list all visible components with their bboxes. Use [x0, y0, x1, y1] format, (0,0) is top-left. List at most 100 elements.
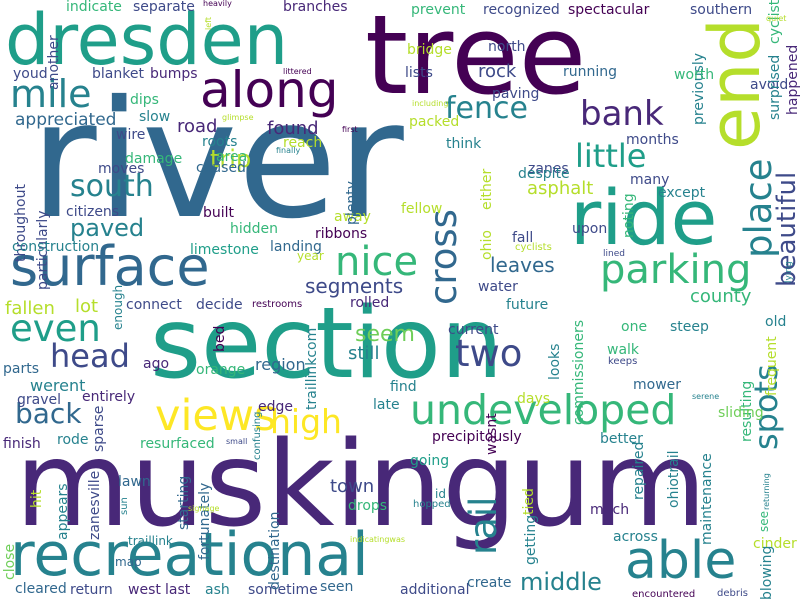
word: precipitously — [432, 429, 522, 445]
word: small — [226, 437, 248, 446]
word: hopped — [413, 499, 451, 510]
word: surface — [10, 235, 210, 298]
word: many — [630, 172, 670, 188]
word: little — [575, 137, 647, 175]
word: views — [155, 391, 277, 441]
word: map — [115, 555, 142, 569]
word: zanesville — [87, 470, 103, 540]
word: prevent — [411, 2, 466, 18]
word: destination — [267, 511, 283, 590]
word: old — [765, 314, 787, 330]
word: rode — [57, 432, 89, 448]
word: fellow — [401, 201, 443, 217]
word: limestone — [190, 242, 259, 258]
word: ago — [143, 356, 170, 372]
word: bumps — [150, 66, 198, 82]
word: either — [479, 168, 495, 210]
word: id — [435, 487, 446, 501]
word: cinder — [753, 536, 797, 552]
word: lawn — [118, 474, 151, 490]
word: lined — [603, 249, 625, 259]
word: lot — [75, 296, 99, 317]
word: think — [446, 136, 482, 152]
word: encountered — [632, 589, 696, 600]
word: tied — [521, 488, 537, 515]
word: drops — [348, 498, 388, 514]
word: youd — [13, 66, 48, 82]
word: cleared — [15, 581, 67, 597]
word: year — [297, 249, 324, 263]
word: back — [15, 397, 82, 430]
word: finish — [3, 436, 41, 452]
word: current — [448, 322, 499, 338]
word: still — [348, 343, 380, 364]
word: ribbons — [315, 226, 368, 242]
word: quiet — [766, 14, 787, 23]
word: landing — [270, 239, 322, 255]
word: water — [478, 279, 518, 295]
word: ohio — [479, 230, 495, 260]
word: damage — [125, 151, 183, 167]
word: create — [467, 575, 512, 591]
word: spectacular — [568, 2, 650, 18]
word: zanes — [528, 161, 569, 177]
word: dresden — [5, 0, 289, 81]
word: worth — [674, 67, 715, 83]
word: paving — [492, 86, 540, 102]
word: debris — [717, 588, 748, 599]
word: wasnt — [484, 413, 500, 455]
word: paved — [70, 214, 145, 242]
word: gravel — [17, 392, 62, 408]
word: seen — [320, 579, 354, 595]
word: recognized — [483, 2, 560, 18]
word: days — [517, 391, 551, 407]
word: appreciated — [15, 110, 117, 130]
word: reach — [283, 135, 323, 151]
word: moves — [98, 161, 145, 177]
word: edge — [258, 399, 293, 415]
word: walk — [607, 342, 640, 358]
word: confusing — [252, 411, 263, 461]
word: muskingum — [15, 415, 707, 553]
word: starting — [176, 475, 192, 530]
word: separate — [133, 0, 195, 15]
word: resurfaced — [140, 436, 215, 452]
word: first — [342, 125, 358, 134]
word: parking — [600, 247, 752, 293]
word: upon — [572, 221, 608, 237]
word: fallen — [5, 298, 55, 319]
word: wire — [116, 127, 146, 143]
word: blanket — [92, 66, 144, 82]
word: caused — [196, 160, 246, 176]
word: ride — [570, 173, 718, 262]
word: head — [50, 337, 130, 375]
word: connect — [126, 297, 182, 313]
word: finally — [276, 146, 301, 155]
word: fence — [445, 91, 528, 126]
word: section — [150, 287, 503, 401]
word: traillinkcom — [304, 327, 320, 410]
word: high — [270, 402, 342, 441]
word: able — [625, 531, 737, 591]
word: littered — [283, 67, 312, 76]
word: find — [390, 379, 417, 395]
word: blowing — [759, 545, 775, 600]
word: road — [177, 116, 218, 137]
word: additional — [400, 582, 470, 598]
word: months — [626, 132, 679, 148]
word: including — [412, 99, 449, 108]
word: sliding — [718, 405, 764, 421]
word: commissioners — [571, 319, 587, 425]
word: keeps — [608, 356, 638, 367]
word: lists — [405, 65, 433, 81]
word: sometime — [248, 582, 318, 598]
word: hit — [29, 489, 45, 508]
word: surprised — [767, 54, 783, 120]
word: see — [757, 510, 771, 532]
word: area — [216, 149, 248, 165]
word: traillink — [128, 534, 173, 548]
word: fall — [512, 230, 534, 246]
word: hidden — [230, 221, 279, 237]
word: heavily — [203, 0, 232, 8]
